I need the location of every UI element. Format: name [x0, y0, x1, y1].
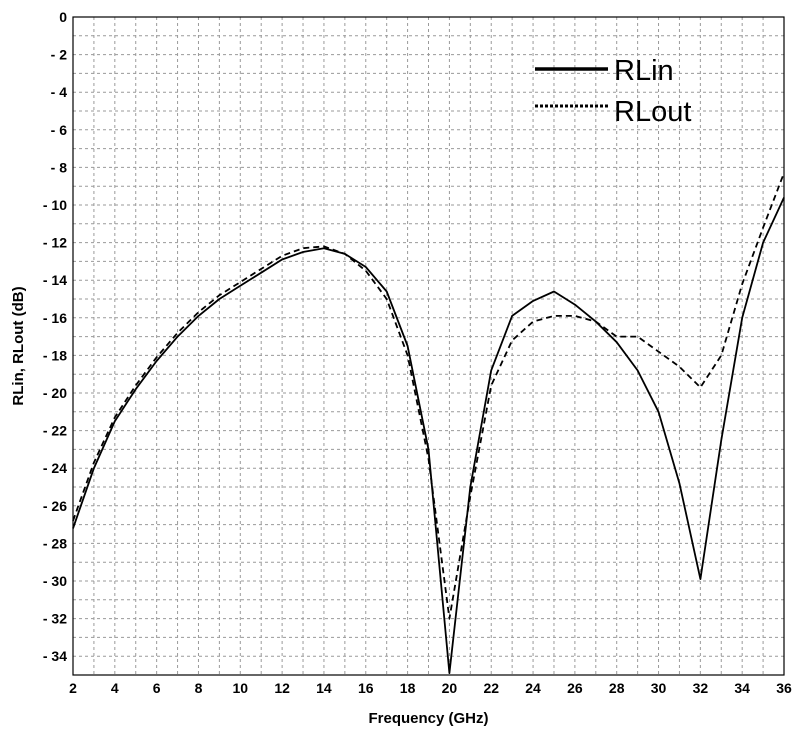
- y-tick-label: - 14: [43, 272, 67, 288]
- y-tick-label: - 34: [43, 648, 67, 664]
- y-tick-label: - 22: [43, 423, 67, 439]
- legend: RLin RLout: [535, 55, 691, 128]
- x-tick-label: 26: [567, 680, 583, 696]
- x-tick-label: 4: [111, 680, 119, 696]
- legend-label-rlout: RLout: [614, 96, 691, 128]
- x-tick-label: 2: [69, 680, 77, 696]
- x-tick-label: 14: [316, 680, 332, 696]
- x-tick-label: 36: [776, 680, 792, 696]
- x-tick-label: 16: [358, 680, 374, 696]
- y-tick-label: - 24: [43, 460, 67, 476]
- series-line-rlin: [72, 197, 785, 674]
- y-tick-label: - 12: [43, 235, 67, 251]
- x-tick-label: 32: [693, 680, 709, 696]
- y-tick-label: - 32: [43, 611, 67, 627]
- y-tick-labels: 0 - 2 - 4 - 6 - 8 - 10 - 12 - 14 - 16 - 18 - 20 - 2…: [43, 9, 67, 664]
- x-tick-label: 6: [153, 680, 161, 696]
- y-tick-label: - 10: [43, 197, 67, 213]
- series-line-rlout: [72, 172, 785, 620]
- y-tick-label: - 28: [43, 535, 67, 551]
- y-tick-label: - 16: [43, 310, 67, 326]
- x-tick-label: 28: [609, 680, 625, 696]
- x-tick-label: 24: [525, 680, 541, 696]
- grid-lines: [73, 17, 784, 675]
- series-lines: [72, 172, 785, 674]
- y-tick-label: - 4: [51, 84, 68, 100]
- y-tick-label: - 18: [43, 347, 67, 363]
- y-axis-title: RLin, RLout (dB): [10, 286, 27, 405]
- y-tick-label: - 2: [51, 47, 68, 63]
- x-tick-label: 18: [400, 680, 416, 696]
- x-tick-label: 34: [734, 680, 750, 696]
- y-tick-label: 0: [59, 9, 67, 25]
- y-tick-label: - 20: [43, 385, 67, 401]
- x-tick-label: 8: [195, 680, 203, 696]
- y-tick-label: - 30: [43, 573, 67, 589]
- legend-label-rlin: RLin: [614, 55, 674, 87]
- x-tick-label: 10: [233, 680, 249, 696]
- x-tick-label: 12: [274, 680, 290, 696]
- y-tick-label: - 6: [51, 122, 68, 138]
- y-tick-label: - 8: [51, 159, 68, 175]
- x-tick-label: 20: [442, 680, 458, 696]
- plot-frame: [72, 16, 785, 676]
- x-tick-label: 22: [483, 680, 499, 696]
- x-axis-title: Frequency (GHz): [368, 710, 488, 727]
- y-tick-label: - 26: [43, 498, 67, 514]
- x-tick-label: 30: [651, 680, 667, 696]
- x-tick-labels: 2 4 6 8 10 12 14 16 18 20 22 24 26 28 30 32 34 36: [69, 680, 792, 696]
